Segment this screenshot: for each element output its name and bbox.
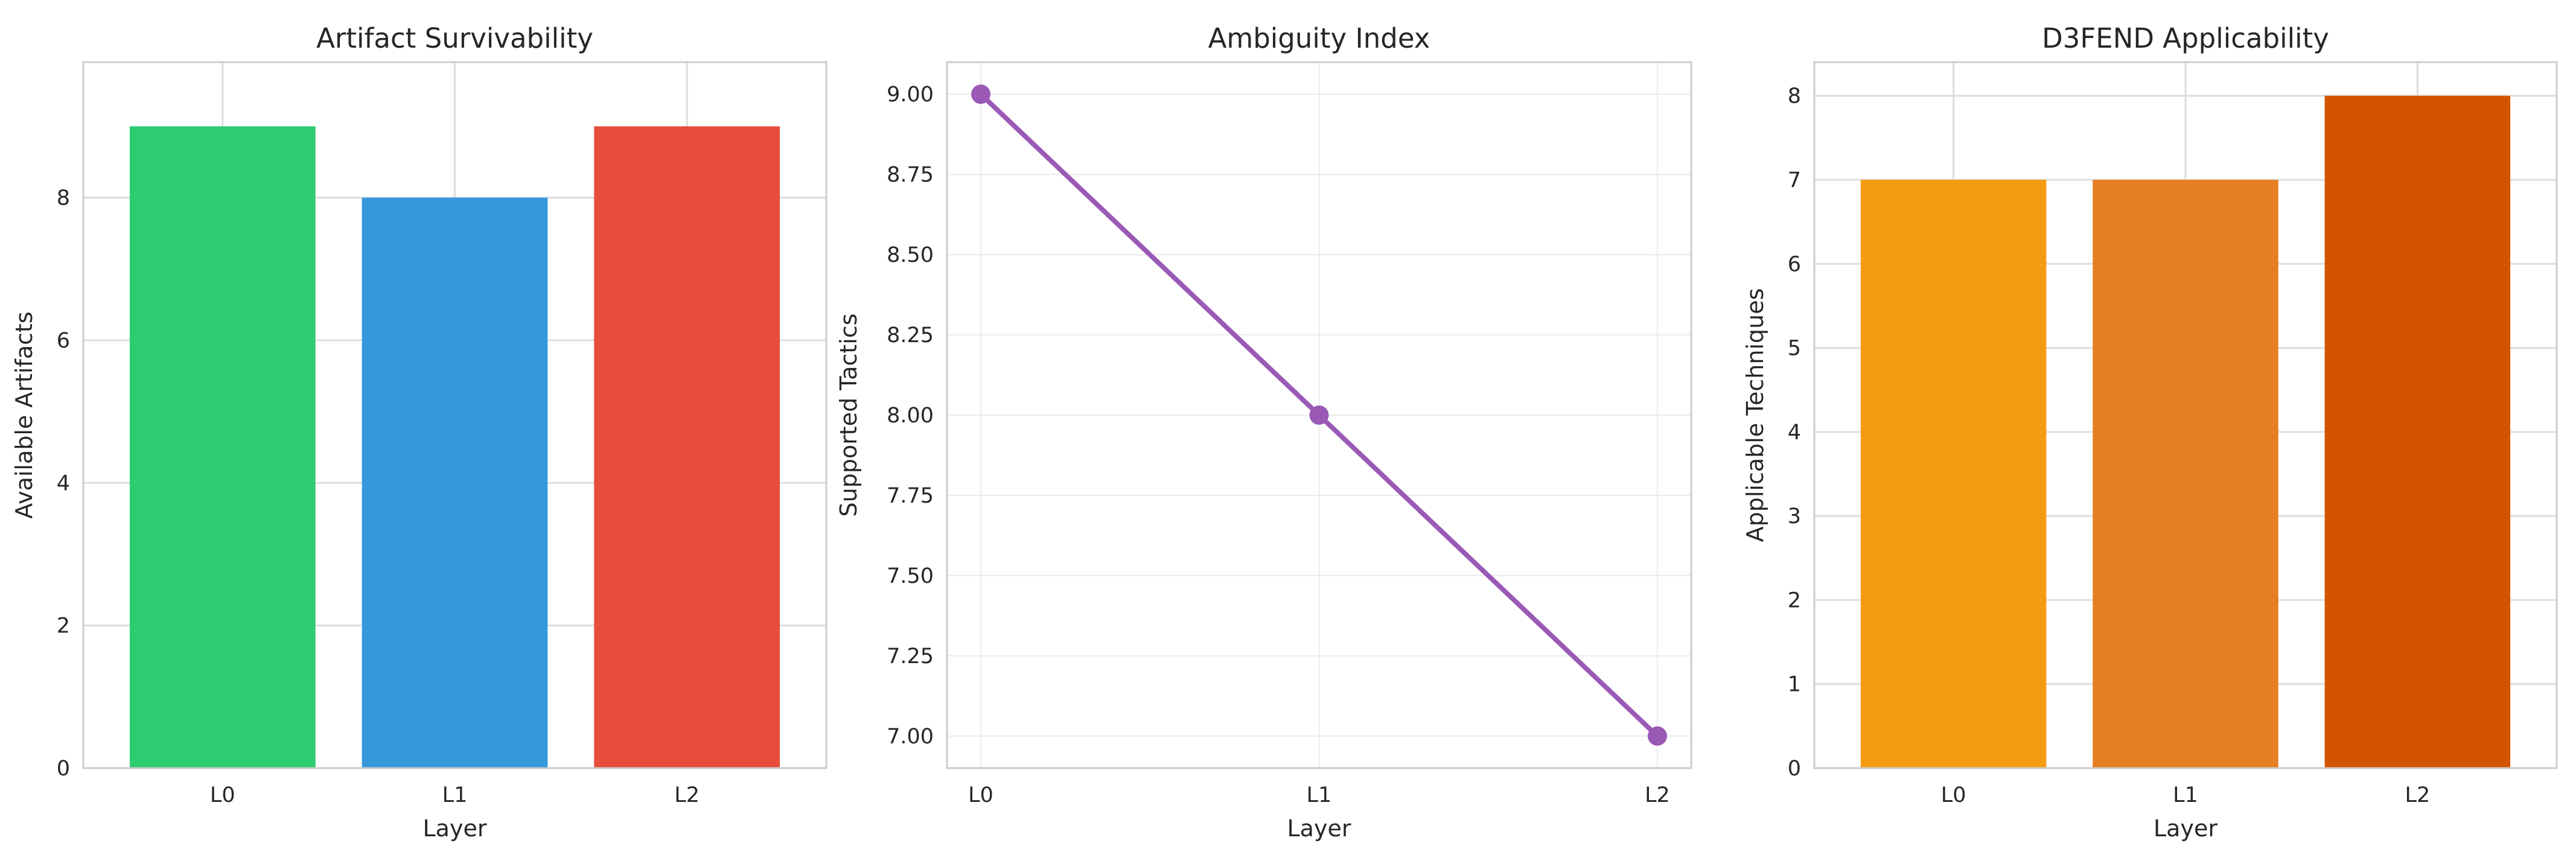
y-tick-label: 9.00 [887, 83, 934, 107]
y-axis-label: Applicable Techniques [1742, 288, 1768, 542]
y-tick-label: 1 [1788, 673, 1801, 697]
bar-l1 [362, 198, 548, 768]
chart-panel-2: 7.00 7.25 7.50 7.75 8.00 8.25 8.50 8.75 9.00 L0 L1… [835, 22, 1691, 842]
y-tick-label: 5 [1788, 337, 1801, 361]
y-tick-label: 0 [1788, 757, 1801, 781]
y-tick-label: 8.50 [887, 243, 934, 267]
point-l1 [1310, 405, 1329, 425]
y-tick-label: 7.25 [887, 644, 934, 669]
point-l2 [1648, 726, 1667, 746]
bar-l1 [2093, 180, 2278, 768]
x-tick-label: L0 [1941, 783, 1966, 807]
chart-panel-3: 0 1 2 3 4 5 6 7 8 L0 L1 L2 D3FEND Applicability Layer… [1742, 22, 2557, 842]
y-tick-label: 4 [1788, 421, 1801, 445]
x-axis-label: Layer [1287, 815, 1351, 842]
x-tick-label: L2 [674, 783, 700, 807]
y-tick-label: 4 [57, 471, 70, 495]
y-tick-label: 3 [1788, 504, 1801, 529]
chart-panel-1: 0 2 4 6 8 L0 L1 L2 Artifact Survivability Layer Av… [11, 22, 826, 842]
y-tick-label: 2 [57, 614, 70, 638]
chart-title: Artifact Survivability [316, 22, 593, 54]
y-tick-label: 7 [1788, 168, 1801, 192]
chart-title: D3FEND Applicability [2042, 22, 2329, 54]
y-tick-label: 6 [1788, 252, 1801, 276]
x-tick-label: L2 [1645, 783, 1670, 807]
bar-l0 [130, 126, 316, 768]
y-tick-label: 7.50 [887, 564, 934, 588]
bar-l0 [1861, 180, 2047, 768]
y-tick-label: 8.00 [887, 404, 934, 428]
bar-l2 [2325, 96, 2511, 768]
y-tick-label: 0 [57, 757, 70, 781]
x-tick-label: L2 [2405, 783, 2430, 807]
y-tick-label: 6 [57, 329, 70, 353]
y-tick-label: 7.75 [887, 484, 934, 508]
bar-l2 [594, 126, 780, 768]
x-tick-label: L0 [210, 783, 235, 807]
x-tick-label: L0 [968, 783, 993, 807]
y-tick-label: 2 [1788, 588, 1801, 612]
x-tick-label: L1 [1307, 783, 1332, 807]
point-l0 [971, 84, 990, 104]
x-tick-label: L1 [2173, 783, 2198, 807]
y-tick-label: 8.25 [887, 323, 934, 348]
y-axis-label: Supported Tactics [835, 313, 862, 516]
x-axis-label: Layer [423, 815, 487, 842]
y-tick-label: 8 [1788, 84, 1801, 109]
x-axis-label: Layer [2154, 815, 2217, 842]
y-tick-label: 8 [57, 186, 70, 211]
y-tick-label: 8.75 [887, 163, 934, 187]
chart-title: Ambiguity Index [1208, 22, 1430, 54]
y-axis-label: Available Artifacts [11, 311, 37, 518]
x-tick-label: L1 [442, 783, 468, 807]
y-tick-label: 7.00 [887, 725, 934, 749]
